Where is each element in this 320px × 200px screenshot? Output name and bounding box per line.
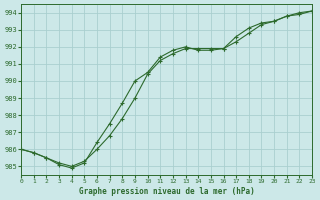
X-axis label: Graphe pression niveau de la mer (hPa): Graphe pression niveau de la mer (hPa) bbox=[79, 187, 254, 196]
